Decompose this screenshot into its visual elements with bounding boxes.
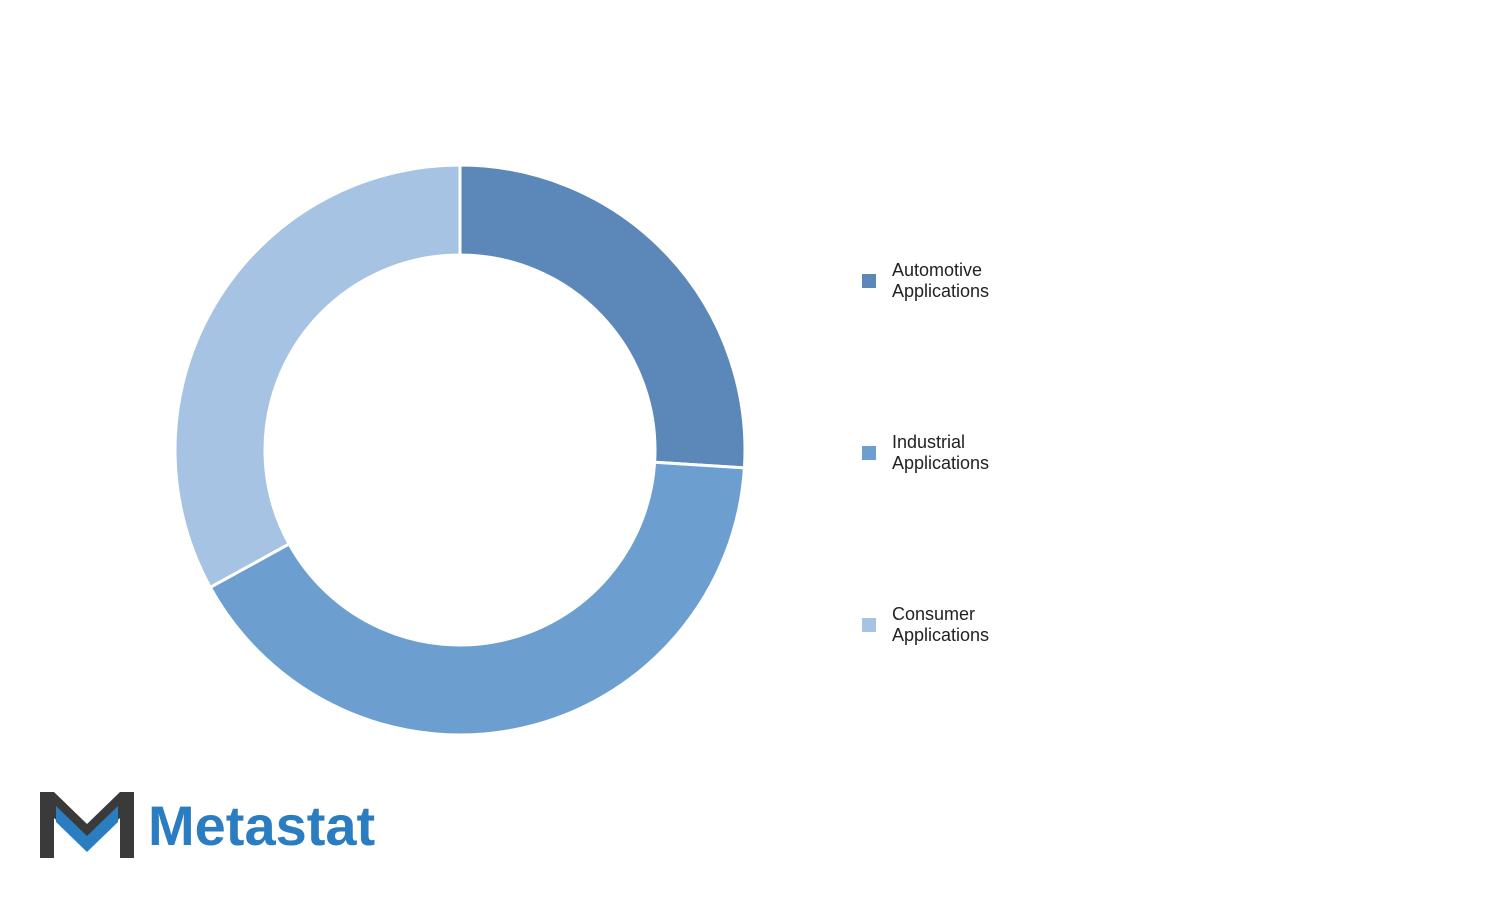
donut-slice-2 — [175, 165, 460, 587]
legend-label-line2: Applications — [892, 625, 989, 646]
legend-label-line2: Applications — [892, 281, 989, 302]
legend: AutomotiveApplicationsIndustrialApplicat… — [860, 260, 989, 646]
legend-swatch-icon — [860, 616, 878, 634]
legend-item-2: ConsumerApplications — [860, 604, 989, 646]
legend-label-line1: Consumer — [892, 604, 989, 625]
legend-item-0: AutomotiveApplications — [860, 260, 989, 302]
legend-label-line1: Automotive — [892, 260, 989, 281]
donut-slice-0 — [460, 165, 745, 468]
legend-label-line2: Applications — [892, 453, 989, 474]
legend-item-1: IndustrialApplications — [860, 432, 989, 474]
donut-slice-1 — [210, 462, 744, 735]
legend-label-line1: Industrial — [892, 432, 989, 453]
logo-mark-icon — [32, 780, 142, 870]
legend-label: AutomotiveApplications — [892, 260, 989, 302]
logo-text: Metastat — [148, 793, 375, 858]
brand-logo: Metastat — [32, 780, 375, 870]
legend-swatch-icon — [860, 272, 878, 290]
legend-swatch-icon — [860, 444, 878, 462]
legend-label: IndustrialApplications — [892, 432, 989, 474]
legend-label: ConsumerApplications — [892, 604, 989, 646]
